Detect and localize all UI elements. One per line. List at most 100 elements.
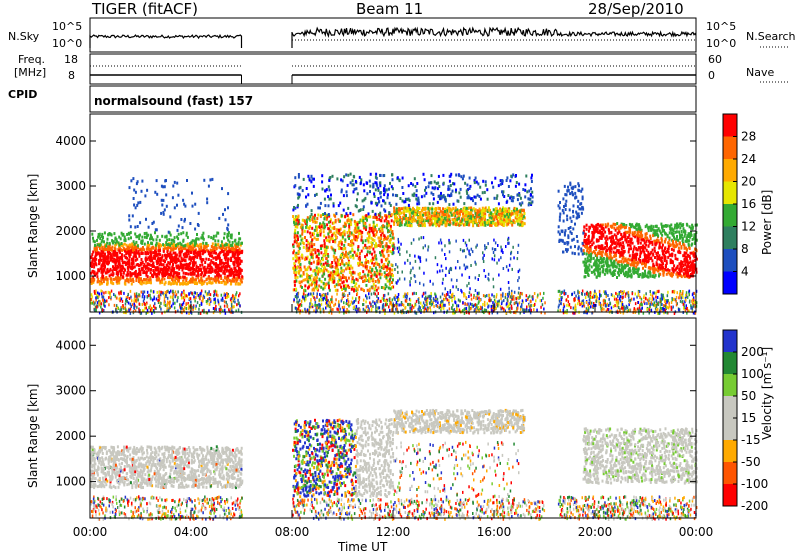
power-echo-mark bbox=[143, 278, 145, 281]
power-echo-mark bbox=[359, 272, 361, 276]
power-echo-mark bbox=[375, 269, 378, 273]
power-echo-mark bbox=[108, 241, 111, 245]
power-echo-mark bbox=[443, 212, 446, 216]
power-echo-mark bbox=[166, 290, 168, 294]
power-echo-mark bbox=[188, 307, 190, 311]
power-echo-mark bbox=[120, 307, 123, 311]
power-echo-mark bbox=[90, 277, 93, 281]
power-echo-mark bbox=[478, 207, 481, 211]
power-echo-mark bbox=[467, 194, 470, 198]
power-echo-mark bbox=[157, 278, 160, 282]
power-echo-mark bbox=[145, 266, 148, 269]
power-echo-mark bbox=[482, 256, 484, 260]
power-echo-mark bbox=[211, 177, 214, 181]
power-echo-mark bbox=[347, 284, 350, 288]
power-echo-mark bbox=[318, 225, 321, 229]
power-echo-mark bbox=[500, 249, 503, 253]
power-echo-mark bbox=[315, 280, 318, 283]
power-echo-mark bbox=[206, 197, 209, 201]
power-echo-mark bbox=[354, 180, 357, 183]
power-echo-mark bbox=[200, 249, 203, 253]
power-echo-mark bbox=[156, 262, 159, 266]
power-echo-mark bbox=[184, 204, 187, 208]
power-echo-mark bbox=[295, 216, 298, 220]
power-echo-mark bbox=[235, 278, 238, 282]
power-echo-mark bbox=[324, 214, 327, 218]
power-echo-mark bbox=[425, 217, 428, 220]
power-echo-mark bbox=[117, 265, 120, 269]
power-echo-mark bbox=[293, 240, 296, 244]
power-echo-mark bbox=[167, 252, 170, 256]
power-echo-mark bbox=[149, 308, 152, 312]
power-echo-mark bbox=[222, 309, 224, 313]
power-echo-mark bbox=[441, 219, 444, 223]
power-echo-mark bbox=[395, 214, 397, 218]
power-echo-mark bbox=[465, 217, 468, 221]
power-echo-mark bbox=[518, 218, 521, 222]
power-echo-mark bbox=[146, 246, 149, 250]
power-echo-mark bbox=[381, 216, 384, 220]
power-echo-mark bbox=[301, 232, 304, 236]
power-echo-mark bbox=[349, 264, 352, 268]
power-echo-mark bbox=[474, 276, 477, 280]
power-echo-mark bbox=[320, 251, 323, 255]
power-echo-mark bbox=[447, 193, 449, 197]
power-echo-mark bbox=[182, 271, 185, 275]
power-echo-mark bbox=[197, 266, 200, 269]
power-echo-mark bbox=[311, 280, 314, 284]
power-echo-mark bbox=[174, 301, 176, 305]
power-echo-mark bbox=[316, 231, 319, 235]
power-echo-mark bbox=[165, 193, 168, 197]
power-echo-mark bbox=[449, 290, 451, 294]
power-echo-mark bbox=[150, 253, 153, 257]
power-echo-mark bbox=[173, 206, 176, 210]
power-echo-mark bbox=[307, 248, 310, 252]
power-echo-mark bbox=[502, 213, 505, 217]
power-echo-mark bbox=[469, 211, 472, 215]
power-echo-mark bbox=[416, 198, 419, 202]
power-echo-mark bbox=[201, 252, 204, 256]
power-echo-mark bbox=[239, 282, 242, 286]
power-echo-mark bbox=[238, 274, 240, 278]
power-echo-mark bbox=[508, 306, 511, 310]
power-echo-mark bbox=[200, 271, 203, 275]
power-echo-mark bbox=[389, 270, 391, 274]
power-echo-mark bbox=[234, 269, 237, 273]
power-echo-mark bbox=[431, 223, 434, 227]
power-echo-mark bbox=[433, 211, 436, 214]
power-echo-mark bbox=[142, 271, 145, 275]
power-echo-mark bbox=[231, 277, 234, 281]
power-echo-mark bbox=[440, 300, 442, 304]
power-echo-mark bbox=[412, 217, 415, 221]
power-echo-mark bbox=[159, 253, 162, 257]
power-echo-mark bbox=[500, 245, 502, 249]
power-echo-mark bbox=[315, 307, 317, 311]
power-echo-mark bbox=[459, 187, 462, 191]
power-echo-mark bbox=[409, 253, 411, 257]
power-echo-mark bbox=[225, 269, 228, 273]
power-echo-mark bbox=[432, 282, 434, 286]
power-echo-mark bbox=[195, 264, 198, 268]
power-echo-mark bbox=[358, 231, 361, 235]
power-echo-mark bbox=[103, 298, 106, 302]
power-echo-mark bbox=[345, 255, 348, 258]
power-echo-mark bbox=[141, 239, 144, 243]
power-echo-mark bbox=[130, 236, 132, 240]
power-echo-mark bbox=[194, 291, 196, 295]
power-echo-mark bbox=[464, 241, 467, 245]
power-echo-mark bbox=[300, 268, 303, 272]
power-echo-mark bbox=[157, 276, 160, 280]
power-echo-mark bbox=[148, 280, 151, 284]
power-echo-mark bbox=[229, 249, 232, 253]
power-echo-mark bbox=[209, 298, 212, 302]
power-echo-mark bbox=[139, 263, 142, 267]
power-echo-mark bbox=[411, 220, 414, 224]
power-echo-mark bbox=[95, 252, 98, 256]
power-echo-mark bbox=[94, 291, 96, 295]
power-echo-mark bbox=[202, 249, 205, 253]
power-echo-mark bbox=[419, 210, 422, 214]
power-echo-mark bbox=[110, 277, 113, 281]
power-echo-mark bbox=[374, 212, 377, 216]
power-echo-mark bbox=[473, 293, 475, 297]
power-echo-mark bbox=[147, 225, 150, 229]
